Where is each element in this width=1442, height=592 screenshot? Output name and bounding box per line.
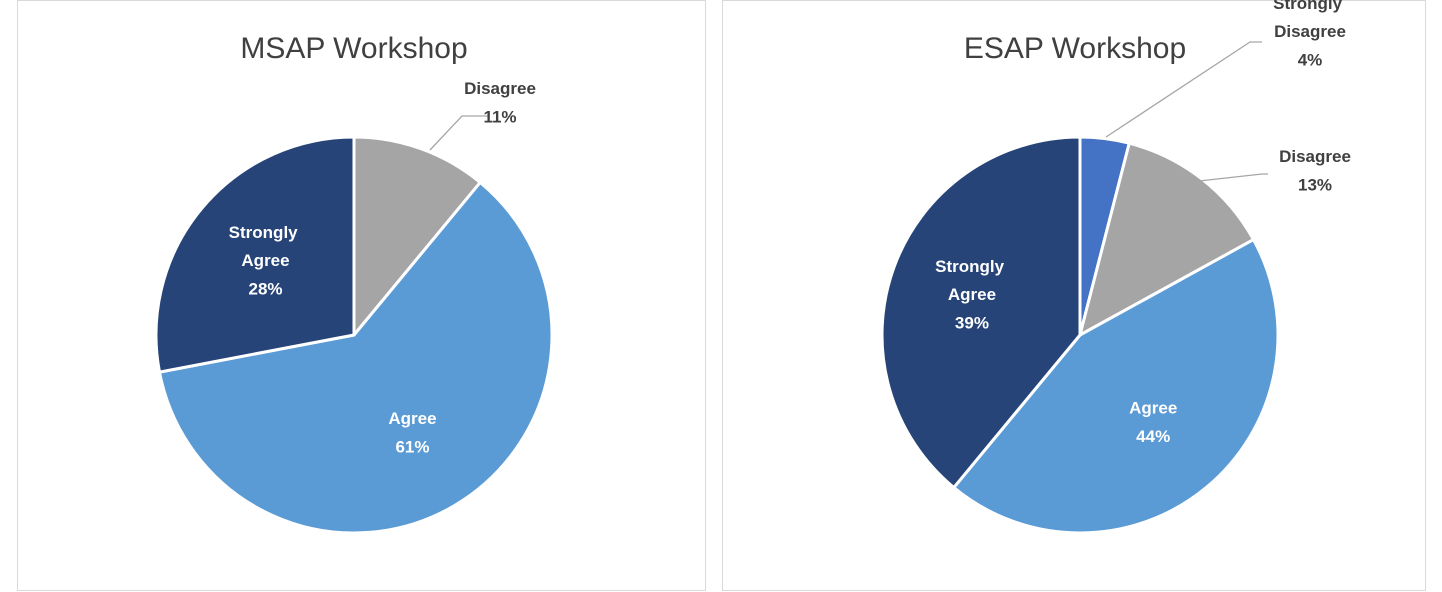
pie-slice: [880, 135, 1082, 490]
pie-slice: [154, 135, 356, 374]
data-label-category: Disagree: [464, 79, 536, 98]
data-label-value: 28%: [248, 279, 282, 298]
data-label-value: 39%: [955, 314, 989, 333]
data-label-value: 11%: [483, 107, 516, 126]
leader-line: [429, 115, 488, 151]
data-label-category: Disagree: [1279, 147, 1351, 166]
pie-slice: [352, 135, 482, 337]
chart-title: ESAP Workshop: [964, 32, 1186, 65]
data-label-category: Strongly Agree: [229, 223, 303, 270]
data-label-value: 13%: [1298, 175, 1332, 194]
data-label-category: Strongly Agree: [935, 258, 1009, 305]
data-label-category: Agree: [388, 409, 436, 428]
pie-slice: [1078, 141, 1256, 337]
leader-line: [1105, 41, 1262, 138]
data-label-category: Agree: [1129, 399, 1177, 418]
chart-title: MSAP Workshop: [240, 32, 467, 65]
data-label-value: 4%: [1298, 50, 1323, 69]
data-label-value: 61%: [395, 437, 429, 456]
leader-line: [1189, 173, 1268, 183]
pie-slice: [952, 238, 1280, 535]
pie-slice: [158, 180, 554, 535]
data-label-value: 44%: [1136, 427, 1170, 446]
data-label-category: Strongly Disagree: [1273, 0, 1347, 41]
